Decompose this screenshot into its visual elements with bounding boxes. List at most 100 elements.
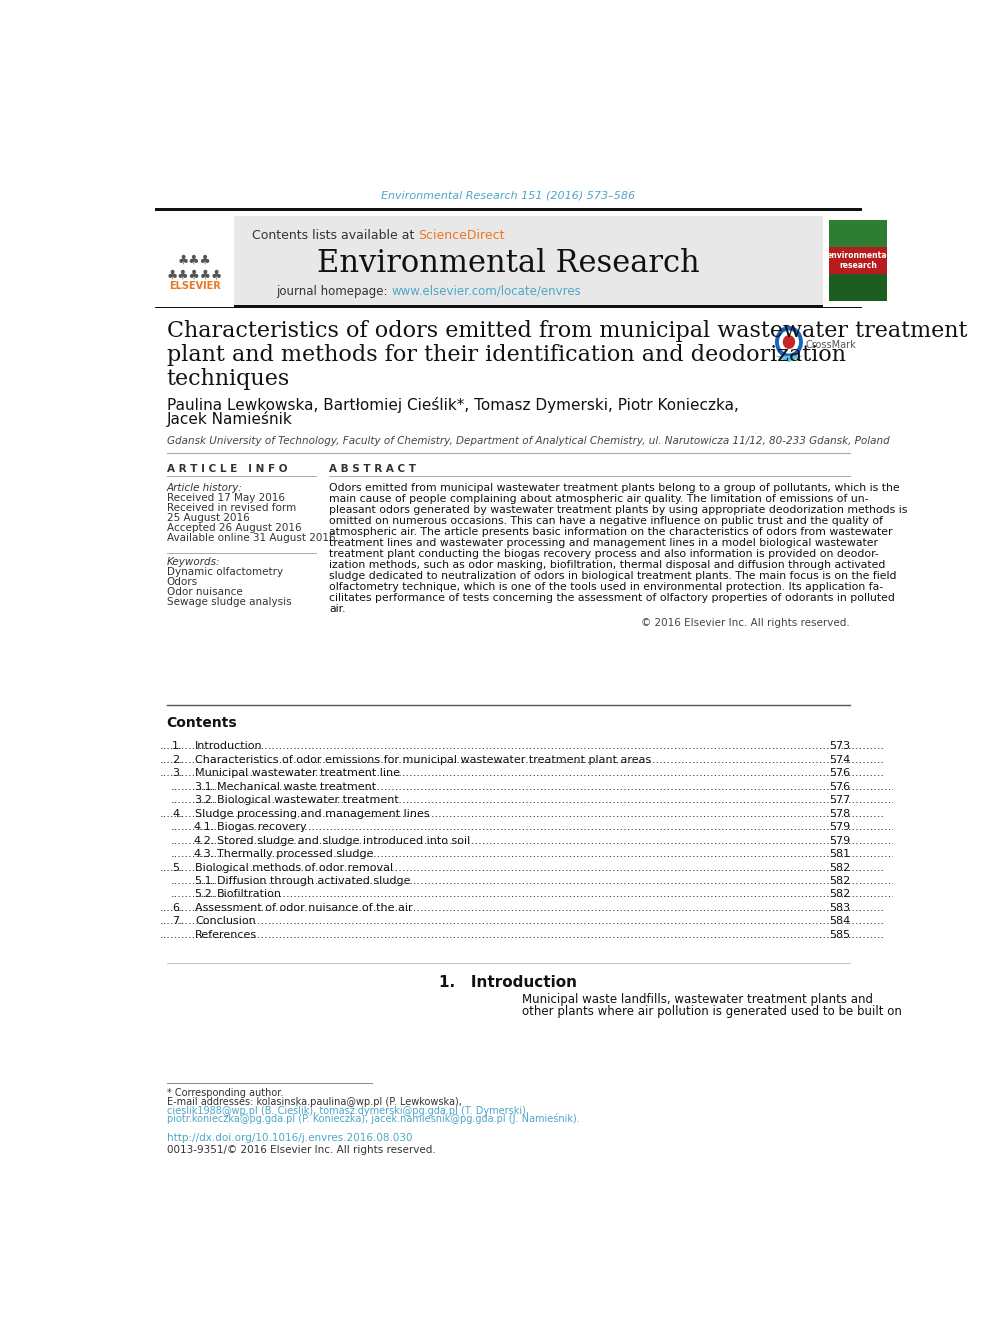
Text: 577: 577: [829, 795, 850, 806]
Bar: [829, 221, 887, 247]
Bar: [155, 306, 862, 308]
Text: ................................................................................: ........................................…: [161, 917, 885, 926]
Text: Diffusion through activated sludge: Diffusion through activated sludge: [217, 876, 411, 886]
Text: 4.3.: 4.3.: [193, 849, 215, 859]
Text: 4.2.: 4.2.: [193, 836, 215, 845]
Text: 1.: 1.: [172, 741, 183, 751]
Text: Biogas recovery: Biogas recovery: [217, 822, 307, 832]
Text: journal homepage:: journal homepage:: [276, 284, 392, 298]
Text: Characteristics of odors emitted from municipal wastewater treatment: Characteristics of odors emitted from mu…: [167, 320, 967, 343]
Text: ................................................................................: ........................................…: [171, 876, 896, 886]
Text: Mechanical waste treatment: Mechanical waste treatment: [217, 782, 376, 791]
Text: 0013-9351/© 2016 Elsevier Inc. All rights reserved.: 0013-9351/© 2016 Elsevier Inc. All right…: [167, 1144, 435, 1155]
Text: ELSEVIER: ELSEVIER: [169, 280, 220, 291]
Text: ScienceDirect: ScienceDirect: [419, 229, 505, 242]
Text: main cause of people complaining about atmospheric air quality. The limitation o: main cause of people complaining about a…: [329, 495, 869, 504]
Text: ................................................................................: ........................................…: [171, 795, 896, 806]
Bar: [829, 274, 887, 302]
Text: Accepted 26 August 2016: Accepted 26 August 2016: [167, 524, 302, 533]
Text: ................................................................................: ........................................…: [171, 889, 896, 900]
Text: 2.: 2.: [172, 754, 183, 765]
Bar: [155, 216, 234, 307]
Text: http://dx.doi.org/10.1016/j.envres.2016.08.030: http://dx.doi.org/10.1016/j.envres.2016.…: [167, 1134, 412, 1143]
Text: © 2016 Elsevier Inc. All rights reserved.: © 2016 Elsevier Inc. All rights reserved…: [642, 618, 850, 627]
Text: ♣♣♣
♣♣♣♣♣: ♣♣♣ ♣♣♣♣♣: [167, 254, 222, 282]
Text: environmental
research: environmental research: [826, 250, 890, 270]
Bar: [829, 247, 887, 274]
Text: Odor nuisance: Odor nuisance: [167, 587, 242, 597]
Text: cieslik1988@wp.pl (B. Cieślik), tomasz.dymerski@pg.gda.pl (T. Dymerski),: cieslik1988@wp.pl (B. Cieślik), tomasz.d…: [167, 1105, 529, 1117]
Text: * Corresponding author.: * Corresponding author.: [167, 1088, 283, 1098]
Text: ................................................................................: ........................................…: [161, 754, 885, 765]
Text: atmospheric air. The article presents basic information on the characteristics o: atmospheric air. The article presents ba…: [329, 527, 893, 537]
Text: Article history:: Article history:: [167, 483, 242, 493]
Text: 573: 573: [829, 741, 850, 751]
Text: Paulina Lewkowska, Bartłomiej Cieślik*, Tomasz Dymerski, Piotr Konieczka,: Paulina Lewkowska, Bartłomiej Cieślik*, …: [167, 397, 738, 413]
Text: Jacek Namieśnik: Jacek Namieśnik: [167, 411, 293, 427]
Text: www.elsevier.com/locate/envres: www.elsevier.com/locate/envres: [392, 284, 581, 298]
Text: 4.1.: 4.1.: [193, 822, 215, 832]
Text: Biological methods of odor removal: Biological methods of odor removal: [195, 863, 394, 873]
Text: Keywords:: Keywords:: [167, 557, 220, 568]
Text: Conclusion: Conclusion: [195, 917, 256, 926]
Text: Thermally processed sludge: Thermally processed sludge: [217, 849, 374, 859]
Text: Available online 31 August 2016: Available online 31 August 2016: [167, 533, 335, 544]
Text: 3.1.: 3.1.: [193, 782, 215, 791]
Text: Environmental Research: Environmental Research: [317, 247, 699, 279]
Text: 582: 582: [829, 863, 850, 873]
Text: 584: 584: [829, 917, 850, 926]
Text: ................................................................................: ........................................…: [161, 808, 885, 819]
Ellipse shape: [783, 335, 796, 349]
Text: Contents: Contents: [167, 716, 237, 730]
Text: 5.2.: 5.2.: [193, 889, 215, 900]
Text: pleasant odors generated by wastewater treatment plants by using appropriate deo: pleasant odors generated by wastewater t…: [329, 505, 908, 515]
Text: CrossMark: CrossMark: [806, 340, 857, 351]
Text: A B S T R A C T: A B S T R A C T: [329, 464, 417, 474]
Ellipse shape: [775, 325, 803, 359]
Text: Assessment of odor nuisance of the air: Assessment of odor nuisance of the air: [195, 904, 413, 913]
Text: ................................................................................: ........................................…: [161, 769, 885, 778]
Text: Sludge processing and management lines: Sludge processing and management lines: [195, 808, 430, 819]
Text: A R T I C L E   I N F O: A R T I C L E I N F O: [167, 464, 287, 474]
Text: 578: 578: [829, 808, 850, 819]
Text: 581: 581: [829, 849, 850, 859]
Text: 25 August 2016: 25 August 2016: [167, 513, 249, 524]
Text: Environmental Research 151 (2016) 573–586: Environmental Research 151 (2016) 573–58…: [381, 191, 636, 201]
Text: Stored sludge and sludge introduced into soil: Stored sludge and sludge introduced into…: [217, 836, 470, 845]
Text: ................................................................................: ........................................…: [171, 849, 896, 859]
Text: ................................................................................: ........................................…: [161, 930, 885, 939]
Text: omitted on numerous occasions. This can have a negative influence on public trus: omitted on numerous occasions. This can …: [329, 516, 883, 527]
Text: 583: 583: [829, 904, 850, 913]
Text: Municipal waste landfills, wastewater treatment plants and: Municipal waste landfills, wastewater tr…: [522, 994, 873, 1005]
Text: Sewage sludge analysis: Sewage sludge analysis: [167, 597, 292, 607]
Bar: [155, 208, 862, 212]
Text: piotr.konieczka@pg.gda.pl (P. Konieczka), jacek.namiesnik@pg.gda.pl (J. Namieśni: piotr.konieczka@pg.gda.pl (P. Konieczka)…: [167, 1114, 579, 1125]
Text: Introduction: Introduction: [195, 741, 263, 751]
Text: plant and methods for their identification and deodorization: plant and methods for their identificati…: [167, 344, 845, 366]
Text: 574: 574: [829, 754, 850, 765]
Text: treatment plant conducting the biogas recovery process and also information is p: treatment plant conducting the biogas re…: [329, 549, 879, 558]
Text: sludge dedicated to neutralization of odors in biological treatment plants. The : sludge dedicated to neutralization of od…: [329, 570, 897, 581]
Text: 579: 579: [829, 822, 850, 832]
Text: Contents lists available at: Contents lists available at: [252, 229, 419, 242]
Text: E-mail addresses: kolasinska.paulina@wp.pl (P. Lewkowska),: E-mail addresses: kolasinska.paulina@wp.…: [167, 1097, 461, 1107]
Text: ................................................................................: ........................................…: [161, 863, 885, 873]
Text: 576: 576: [829, 769, 850, 778]
Text: 576: 576: [829, 782, 850, 791]
Text: 3.2.: 3.2.: [193, 795, 215, 806]
Text: Biological wastewater treatment: Biological wastewater treatment: [217, 795, 399, 806]
Text: Characteristics of odor emissions for municipal wastewater treatment plant areas: Characteristics of odor emissions for mu…: [195, 754, 652, 765]
Text: ................................................................................: ........................................…: [171, 822, 896, 832]
Text: olfactometry technique, which is one of the tools used in environmental protecti: olfactometry technique, which is one of …: [329, 582, 884, 591]
Text: Biofiltration: Biofiltration: [217, 889, 282, 900]
Text: cilitates performance of tests concerning the assessment of olfactory properties: cilitates performance of tests concernin…: [329, 593, 895, 603]
Text: Gdansk University of Technology, Faculty of Chemistry, Department of Analytical : Gdansk University of Technology, Faculty…: [167, 437, 890, 446]
Text: Odors: Odors: [167, 577, 197, 587]
Text: Odors emitted from municipal wastewater treatment plants belong to a group of po: Odors emitted from municipal wastewater …: [329, 483, 900, 493]
Text: air.: air.: [329, 603, 346, 614]
Text: 579: 579: [829, 836, 850, 845]
Text: Received in revised form: Received in revised form: [167, 503, 296, 513]
Text: 582: 582: [829, 889, 850, 900]
Text: treatment lines and wastewater processing and management lines in a model biolog: treatment lines and wastewater processin…: [329, 538, 878, 548]
Text: ization methods, such as odor masking, biofiltration, thermal disposal and diffu: ization methods, such as odor masking, b…: [329, 560, 886, 570]
